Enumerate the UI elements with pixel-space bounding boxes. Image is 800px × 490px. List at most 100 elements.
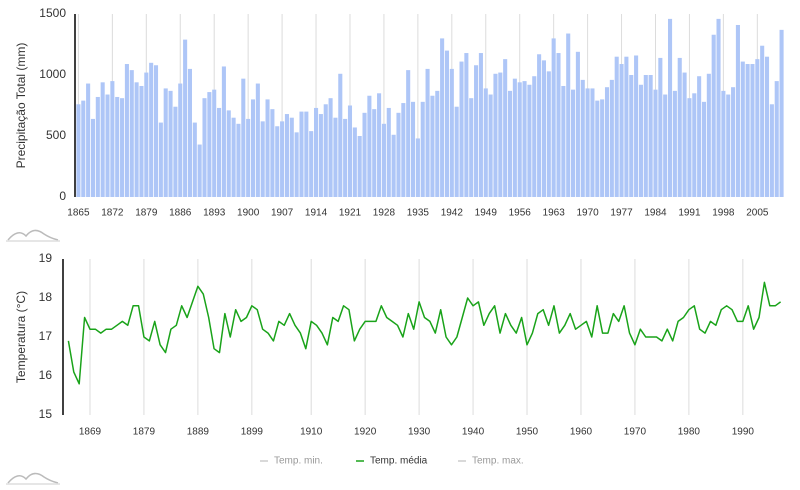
bar	[265, 99, 270, 197]
x-tick-label: 1879	[135, 208, 158, 219]
bar	[459, 61, 464, 197]
bar	[299, 111, 304, 197]
y-tick-label: 1000	[39, 67, 66, 81]
bar	[163, 88, 168, 197]
bar	[280, 121, 285, 197]
legend-item[interactable]: Temp. min.	[260, 456, 323, 467]
x-tick-label: 1899	[241, 427, 264, 438]
bar	[464, 53, 469, 197]
bar	[124, 64, 129, 198]
x-tick-label: 1970	[624, 427, 647, 438]
bar	[338, 73, 343, 197]
bar	[755, 59, 760, 197]
bar	[687, 98, 692, 197]
bar	[769, 104, 774, 197]
bar	[304, 111, 309, 197]
x-tick-label: 1928	[373, 208, 396, 219]
bar	[527, 84, 532, 197]
bar	[81, 100, 86, 197]
bar	[648, 75, 653, 197]
bar	[614, 56, 619, 198]
bar	[571, 89, 576, 197]
line	[67, 281, 782, 385]
bar	[629, 75, 634, 197]
bar	[294, 132, 299, 197]
bar	[634, 55, 639, 198]
bar	[575, 51, 580, 197]
x-tick-label: 1980	[678, 427, 701, 438]
bar	[454, 106, 459, 197]
bar	[701, 101, 707, 197]
y-tick-label: 500	[46, 128, 66, 142]
bar	[250, 99, 256, 197]
x-tick-label: 1900	[237, 208, 260, 219]
x-tick-label: 1963	[543, 208, 566, 219]
bar	[333, 117, 338, 197]
bar	[779, 29, 784, 197]
bar	[537, 54, 542, 198]
bar	[600, 99, 605, 197]
bar	[440, 38, 445, 198]
x-tick-label: 1914	[305, 208, 328, 219]
bar	[517, 82, 522, 197]
bar	[653, 89, 658, 197]
x-tick-label: 1865	[67, 208, 90, 219]
bar	[187, 68, 192, 198]
bar	[328, 98, 333, 197]
legend-label: Temp. média	[370, 456, 428, 467]
x-tick-label: 1977	[610, 208, 633, 219]
x-tick-label: 1935	[407, 208, 430, 219]
bar	[682, 72, 687, 197]
bar	[217, 107, 222, 197]
bar	[415, 138, 420, 197]
bar	[207, 92, 212, 197]
bar	[745, 64, 750, 198]
bar	[352, 127, 357, 197]
bar	[731, 87, 736, 197]
bar	[309, 131, 314, 197]
bar	[347, 105, 353, 197]
bar	[202, 98, 207, 197]
y-tick-label: 18	[39, 290, 53, 304]
x-tick-label: 1998	[712, 208, 735, 219]
bar	[478, 53, 483, 197]
bar	[401, 103, 406, 197]
bar	[323, 104, 328, 197]
bar	[716, 18, 721, 197]
bar	[149, 62, 154, 197]
bar	[381, 123, 386, 197]
y-tick-label: 15	[39, 407, 53, 421]
bar	[706, 73, 711, 197]
x-tick-label: 1970	[576, 208, 599, 219]
bar	[604, 87, 610, 197]
legend-item[interactable]: Temp. max.	[458, 456, 524, 467]
y-axis-label: Precipitação Total (mm)	[14, 43, 28, 169]
x-tick-label: 1907	[271, 208, 294, 219]
x-tick-label: 1872	[101, 208, 124, 219]
bar	[566, 33, 571, 197]
bar	[522, 81, 527, 197]
x-tick-label: 1910	[300, 427, 323, 438]
bar	[444, 50, 450, 197]
legend-item[interactable]: Temp. média	[356, 456, 428, 467]
bar	[474, 65, 479, 198]
bar	[619, 64, 624, 198]
y-tick-label: 0	[59, 189, 66, 203]
bar	[425, 68, 430, 198]
bar	[750, 64, 755, 198]
bar	[692, 93, 697, 197]
x-tick-label: 2005	[746, 208, 769, 219]
bar	[677, 57, 682, 197]
bar	[532, 76, 537, 197]
x-tick-label: 1991	[678, 208, 701, 219]
bar	[760, 45, 765, 197]
bar	[735, 24, 740, 198]
bar	[284, 114, 289, 197]
bar	[590, 88, 595, 197]
bar	[168, 90, 173, 197]
bar	[493, 73, 498, 197]
bar	[231, 117, 236, 197]
bar	[391, 134, 396, 197]
bar	[318, 114, 323, 197]
y-axis-label: Temperatura (°C)	[14, 291, 28, 383]
